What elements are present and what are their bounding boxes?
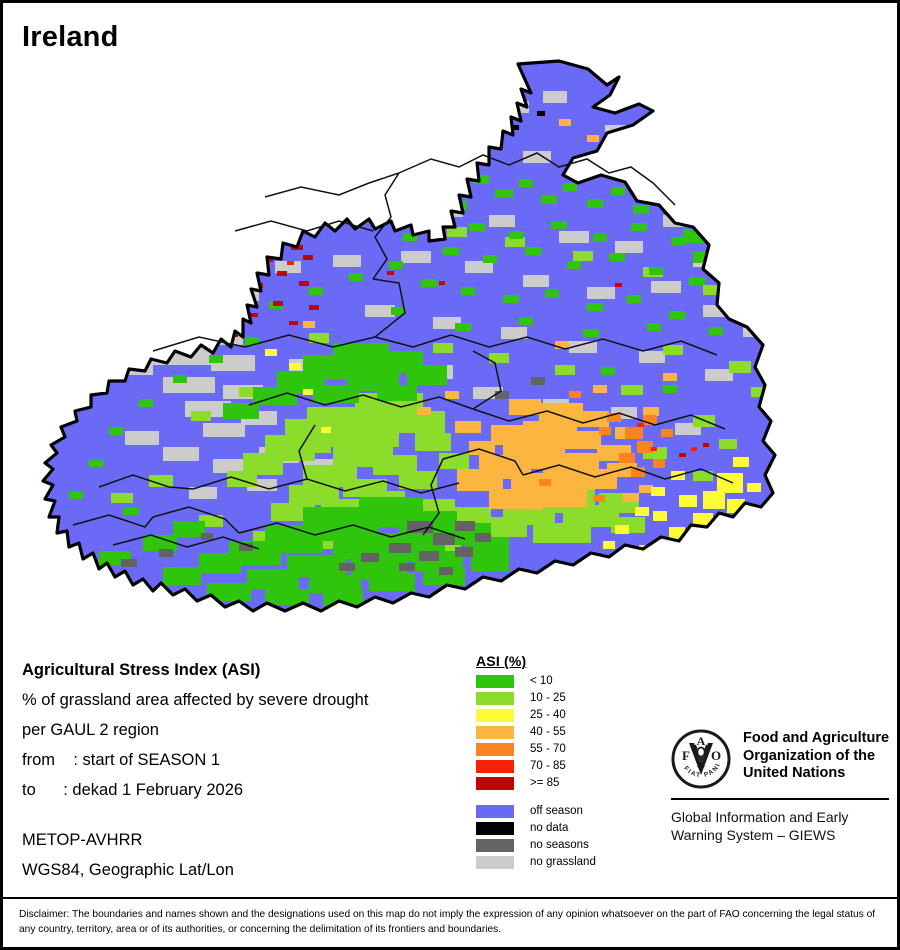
- fao-name-line-2: Organization of the: [743, 747, 876, 764]
- legend-row: < 10: [471, 673, 661, 690]
- legend-row-special: no seasons: [471, 837, 661, 854]
- map-legend: ASI (%) < 10 10 - 25 25 - 40 40 - 55 55 …: [471, 653, 661, 871]
- legend-row: 25 - 40: [471, 707, 661, 724]
- fao-header: F A O FIAT PANIS Food and Agriculture Or…: [668, 724, 889, 789]
- desc-to: to : dekad 1 February 2026: [22, 781, 244, 799]
- desc-subject: % of grassland area affected by severe d…: [22, 691, 369, 709]
- description-block: Agricultural Stress Index (ASI) % of gra…: [22, 655, 452, 885]
- fao-organization-name: Food and Agriculture Organization of the…: [743, 729, 889, 783]
- fao-name-line-3: United Nations: [743, 765, 846, 781]
- svg-text:A: A: [697, 734, 706, 748]
- giews-subtitle: Global Information and Early Warning Sys…: [671, 808, 889, 844]
- disclaimer-bar: Disclaimer: The boundaries and names sho…: [3, 897, 897, 947]
- desc-projection: WGS84, Geographic Lat/Lon: [22, 861, 234, 879]
- fao-branding: F A O FIAT PANIS Food and Agriculture Or…: [668, 724, 889, 844]
- legend-swatch-icon: [476, 856, 514, 869]
- legend-row: 40 - 55: [471, 724, 661, 741]
- legend-row-special: no data: [471, 820, 661, 837]
- raster-no-seasons: [121, 377, 545, 575]
- desc-from: from : start of SEASON 1: [22, 751, 221, 769]
- fao-divider: [671, 798, 889, 800]
- legend-label: 25 - 40: [530, 709, 566, 721]
- legend-label: 10 - 25: [530, 692, 566, 704]
- legend-title: ASI (%): [476, 653, 527, 669]
- legend-swatch-icon: [476, 760, 514, 773]
- legend-row: 10 - 25: [471, 690, 661, 707]
- legend-label: 55 - 70: [530, 743, 566, 755]
- legend-swatch-icon: [476, 839, 514, 852]
- coastline-outline: [41, 59, 777, 613]
- page-title: Ireland: [22, 21, 119, 53]
- legend-swatch-icon: [476, 675, 514, 688]
- legend-row: 55 - 70: [471, 741, 661, 758]
- desc-spacer: [22, 805, 452, 825]
- disclaimer-text: Disclaimer: The boundaries and names sho…: [19, 909, 876, 935]
- legend-swatch-icon: [476, 743, 514, 756]
- desc-heading: Agricultural Stress Index (ASI): [22, 661, 261, 679]
- legend-label: off season: [530, 805, 583, 817]
- fao-name-line-1: Food and Agriculture: [743, 730, 890, 746]
- legend-row-special: off season: [471, 803, 661, 820]
- legend-swatch-icon: [476, 777, 514, 790]
- legend-label: < 10: [530, 675, 553, 687]
- giews-line-1: Global Information and Early: [671, 809, 849, 825]
- legend-label: 70 - 85: [530, 760, 566, 772]
- legend-swatch-icon: [476, 692, 514, 705]
- legend-row: >= 85: [471, 775, 661, 792]
- legend-label: >= 85: [530, 777, 560, 789]
- legend-row: 70 - 85: [471, 758, 661, 775]
- legend-swatch-icon: [476, 726, 514, 739]
- legend-label: no data: [530, 822, 569, 834]
- desc-sensor: METOP-AVHRR: [22, 831, 143, 849]
- svg-text:F: F: [682, 748, 690, 763]
- ireland-asi-map[interactable]: [3, 55, 897, 645]
- raster-class-55-70: [539, 391, 673, 502]
- desc-region: per GAUL 2 region: [22, 721, 159, 739]
- legend-label: no seasons: [530, 839, 589, 851]
- legend-swatch-icon: [476, 822, 514, 835]
- admin-boundaries: [72, 152, 734, 550]
- legend-swatch-icon: [476, 805, 514, 818]
- giews-line-2: Warning System – GIEWS: [671, 827, 836, 843]
- fao-logo-icon: F A O FIAT PANIS: [668, 724, 731, 789]
- legend-row-special: no grassland: [471, 854, 661, 871]
- legend-label: no grassland: [530, 856, 596, 868]
- legend-swatch-icon: [476, 709, 514, 722]
- svg-text:O: O: [711, 748, 721, 763]
- map-canvas[interactable]: [3, 55, 897, 645]
- legend-label: 40 - 55: [530, 726, 566, 738]
- legend-spacer: [471, 792, 661, 803]
